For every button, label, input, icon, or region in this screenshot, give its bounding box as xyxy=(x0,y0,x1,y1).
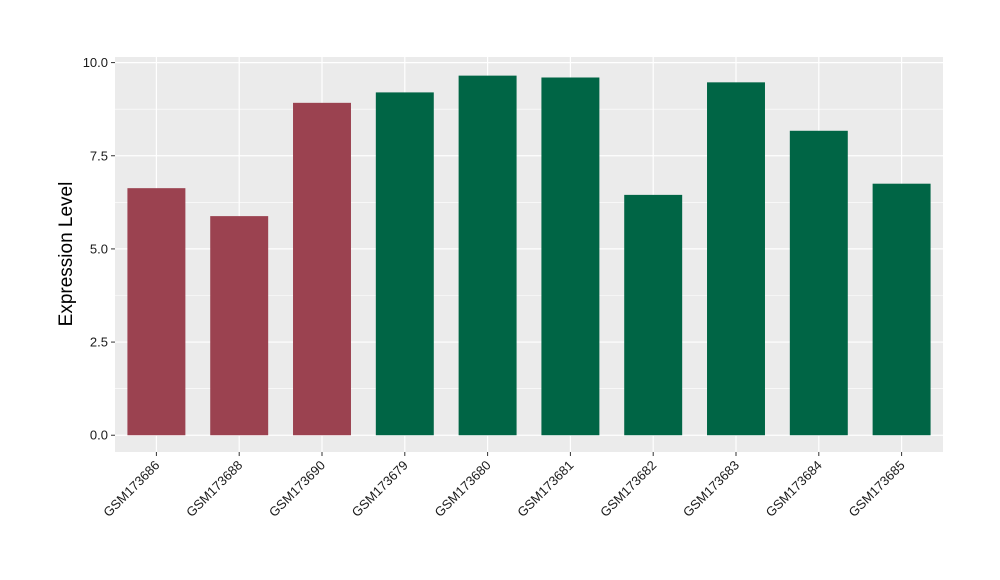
bar-GSM173683 xyxy=(707,82,765,436)
bar-GSM173681 xyxy=(541,77,600,436)
x-tick-label: GSM173686 xyxy=(100,458,162,520)
bar-GSM173682 xyxy=(624,194,683,436)
y-tick-label: 0.0 xyxy=(90,428,108,443)
bar-GSM173680 xyxy=(458,75,517,436)
bar-GSM173685 xyxy=(872,183,931,436)
bar-GSM173688 xyxy=(210,216,269,436)
x-tick-label: GSM173690 xyxy=(266,458,328,520)
x-tick-label: GSM173681 xyxy=(514,458,576,520)
y-tick-label: 2.5 xyxy=(90,335,108,350)
x-axis: GSM173686 GSM173688 GSM173690 GSM173679 GSM1… xyxy=(100,452,908,520)
y-tick-label: 5.0 xyxy=(90,241,108,256)
bar-GSM173690 xyxy=(293,102,351,436)
x-tick-label: GSM173679 xyxy=(349,458,411,520)
bars xyxy=(127,75,931,436)
y-tick-label: 7.5 xyxy=(90,148,108,163)
x-tick-label: GSM173688 xyxy=(183,458,245,520)
bar-GSM173684 xyxy=(789,130,848,436)
bar-GSM173679 xyxy=(375,92,434,436)
x-tick-label: GSM173683 xyxy=(680,458,742,520)
x-tick-label: GSM173680 xyxy=(431,458,493,520)
y-axis: 0.0 2.5 5.0 7.5 10.0 xyxy=(83,55,115,443)
x-tick-label: GSM173684 xyxy=(763,458,825,520)
bar-GSM173686 xyxy=(127,188,186,436)
x-tick-label: GSM173685 xyxy=(845,458,907,520)
y-tick-label: 10.0 xyxy=(83,55,108,70)
y-axis-title: Expression Level xyxy=(56,182,77,327)
x-tick-label: GSM173682 xyxy=(597,458,659,520)
